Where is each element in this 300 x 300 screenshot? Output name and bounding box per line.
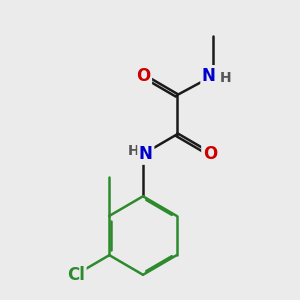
Text: Cl: Cl <box>67 266 85 284</box>
Text: N: N <box>139 145 153 163</box>
Text: O: O <box>203 145 218 163</box>
Text: N: N <box>202 67 216 85</box>
Text: O: O <box>136 67 150 85</box>
Text: H: H <box>220 71 232 85</box>
Text: H: H <box>128 144 139 158</box>
